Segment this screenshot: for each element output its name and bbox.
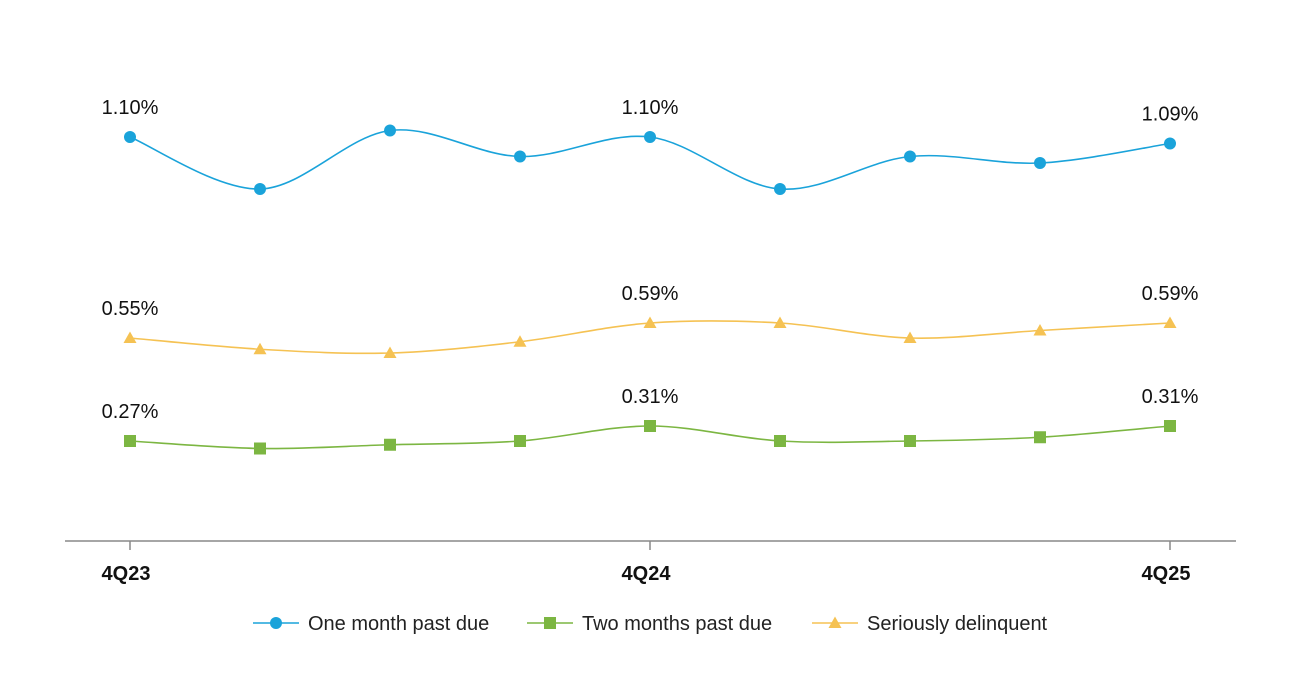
data-label: 0.31% bbox=[1142, 386, 1199, 408]
x-tick-label: 4Q25 bbox=[1142, 563, 1191, 585]
data-point-square bbox=[1034, 431, 1046, 444]
data-point-triangle bbox=[773, 316, 787, 328]
legend: One month past due Two months past due Ser… bbox=[253, 613, 1048, 635]
data-label: 0.31% bbox=[622, 386, 679, 408]
data-point-square bbox=[514, 435, 526, 447]
data-point-square bbox=[1164, 420, 1176, 432]
data-point-triangle bbox=[253, 342, 267, 355]
data-label: 0.59% bbox=[622, 283, 679, 305]
legend-marker-square bbox=[544, 617, 556, 629]
legend-item: Seriously delinquent bbox=[812, 613, 1048, 635]
series-2: 0.27% 0.31% 0.31% bbox=[102, 386, 1199, 455]
x-tick-label: 4Q23 bbox=[102, 563, 151, 585]
data-point-circle bbox=[774, 183, 786, 195]
data-label: 1.10% bbox=[622, 97, 679, 119]
data-point-square bbox=[124, 435, 136, 447]
data-point-triangle bbox=[123, 331, 137, 343]
data-label: 1.10% bbox=[102, 97, 159, 119]
series-3: 0.55% 0.59% 0.59% bbox=[102, 283, 1199, 358]
data-point-triangle bbox=[513, 335, 527, 347]
x-tick-label: 4Q24 bbox=[622, 563, 672, 585]
series-layer: 1.10% 1.10% 1.09% 0.27% 0.31% 0.31% 0.55% 0.59%… bbox=[102, 97, 1199, 455]
data-point-circle bbox=[514, 150, 526, 163]
legend-marker-circle bbox=[270, 617, 282, 629]
data-label: 0.59% bbox=[1142, 283, 1199, 305]
data-label: 1.09% bbox=[1142, 104, 1199, 126]
data-point-square bbox=[774, 435, 786, 447]
data-point-square bbox=[384, 438, 396, 451]
data-point-circle bbox=[124, 131, 136, 143]
data-label: 0.55% bbox=[102, 298, 159, 320]
data-point-triangle bbox=[903, 331, 917, 343]
series-1: 1.10% 1.10% 1.09% bbox=[102, 97, 1199, 195]
legend-label: Seriously delinquent bbox=[867, 613, 1048, 635]
data-label: 0.27% bbox=[102, 401, 159, 423]
data-point-square bbox=[254, 442, 266, 455]
data-point-triangle bbox=[643, 316, 657, 328]
data-point-circle bbox=[904, 150, 916, 163]
legend-marker-triangle bbox=[828, 616, 842, 628]
legend-item: One month past due bbox=[253, 613, 489, 635]
legend-label: One month past due bbox=[308, 613, 489, 635]
data-point-circle bbox=[384, 124, 396, 137]
data-point-triangle bbox=[1163, 316, 1177, 328]
data-point-circle bbox=[1164, 137, 1176, 150]
data-point-triangle bbox=[383, 346, 397, 358]
data-point-circle bbox=[1034, 157, 1046, 169]
data-point-square bbox=[904, 435, 916, 447]
data-point-circle bbox=[644, 131, 656, 143]
data-point-triangle bbox=[1033, 324, 1047, 336]
legend-item: Two months past due bbox=[527, 613, 772, 635]
data-point-circle bbox=[254, 183, 266, 195]
x-axis: 4Q23 4Q24 4Q25 bbox=[65, 540, 1236, 585]
legend-label: Two months past due bbox=[582, 613, 772, 635]
data-point-square bbox=[644, 420, 656, 432]
